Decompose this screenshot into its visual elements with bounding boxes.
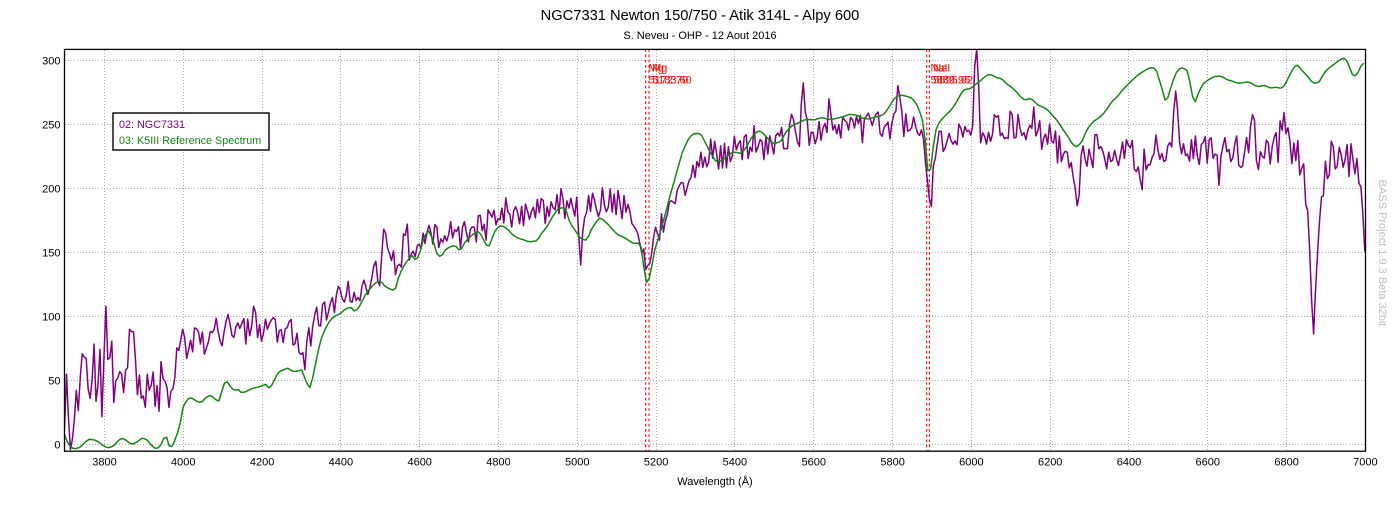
svg-text:6800: 6800 [1274,457,1298,469]
svg-text:5172.70: 5172.70 [649,75,689,87]
svg-text:5895.92: 5895.92 [933,75,973,87]
svg-text:NaI: NaI [933,63,950,75]
svg-text:6400: 6400 [1117,457,1141,469]
svg-text:Mg: Mg [649,63,664,75]
svg-text:3800: 3800 [92,457,116,469]
svg-text:4800: 4800 [486,457,510,469]
svg-text:5800: 5800 [880,457,904,469]
svg-text:5600: 5600 [802,457,826,469]
svg-text:200: 200 [42,183,60,195]
svg-text:5400: 5400 [723,457,747,469]
svg-text:50: 50 [48,375,60,387]
svg-text:4200: 4200 [250,457,274,469]
svg-text:NaI: NaI [931,63,948,75]
svg-text:6200: 6200 [1038,457,1062,469]
svg-text:0: 0 [54,439,60,451]
svg-text:5889.95: 5889.95 [931,75,971,87]
svg-text:4600: 4600 [407,457,431,469]
svg-text:300: 300 [42,55,60,67]
svg-text:03: K5III Reference Spectrum: 03: K5III Reference Spectrum [119,135,261,147]
svg-text:Mg: Mg [652,63,667,75]
svg-text:250: 250 [42,119,60,131]
svg-text:4400: 4400 [329,457,353,469]
svg-text:BASS Project 1.9.3 Beta 32bit: BASS Project 1.9.3 Beta 32bit [1376,180,1388,327]
svg-text:150: 150 [42,247,60,259]
svg-text:02: NGC7331: 02: NGC7331 [119,119,185,131]
svg-text:4000: 4000 [171,457,195,469]
svg-text:5183.60: 5183.60 [652,75,692,87]
svg-text:100: 100 [42,311,60,323]
svg-text:Wavelength (Å): Wavelength (Å) [677,475,752,488]
svg-text:NGC7331 Newton 150/750 - Atik: NGC7331 Newton 150/750 - Atik 314L - Alp… [541,8,860,24]
svg-text:7000: 7000 [1353,457,1377,469]
svg-text:S. Neveu - OHP - 12 Aout 2016: S. Neveu - OHP - 12 Aout 2016 [623,30,776,42]
svg-text:5000: 5000 [565,457,589,469]
svg-text:6600: 6600 [1196,457,1220,469]
svg-text:5200: 5200 [644,457,668,469]
svg-text:6000: 6000 [959,457,983,469]
